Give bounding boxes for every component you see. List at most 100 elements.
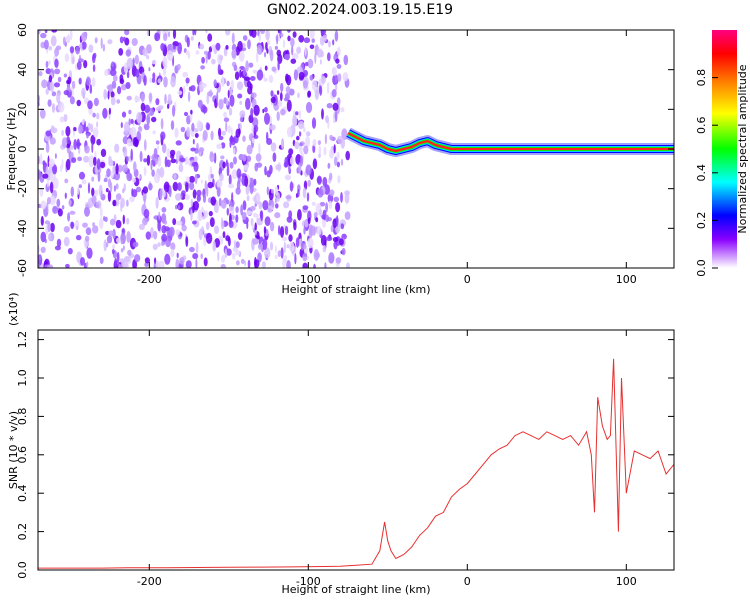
noise-speckle: [216, 143, 223, 150]
noise-speckle: [225, 159, 228, 167]
noise-speckle: [92, 225, 99, 234]
noise-speckle: [61, 137, 68, 148]
noise-speckle: [118, 263, 121, 268]
noise-speckle: [59, 116, 65, 123]
noise-speckle: [302, 187, 307, 199]
noise-speckle: [161, 240, 164, 247]
noise-speckle: [110, 91, 115, 98]
noise-speckle: [75, 46, 80, 55]
noise-speckle: [176, 220, 183, 226]
noise-speckle: [45, 130, 51, 137]
noise-speckle: [325, 115, 329, 124]
noise-speckle: [300, 155, 303, 167]
noise-speckle: [226, 165, 230, 177]
noise-speckle: [99, 161, 106, 169]
colorbar-tick-label: 0.0: [695, 259, 708, 277]
noise-speckle: [182, 71, 189, 78]
noise-speckle: [126, 172, 133, 182]
noise-speckle: [251, 30, 257, 38]
noise-speckle: [186, 37, 190, 48]
noise-speckle: [152, 130, 156, 135]
x-tick-label: -200: [137, 273, 162, 286]
noise-speckle: [80, 257, 85, 266]
noise-speckle: [123, 121, 130, 134]
noise-speckle: [64, 192, 67, 199]
noise-speckle: [62, 36, 66, 46]
noise-speckle: [242, 135, 246, 142]
noise-speckle: [205, 51, 208, 64]
noise-speckle: [126, 95, 132, 101]
noise-speckle: [242, 200, 247, 211]
noise-speckle: [135, 68, 140, 78]
noise-speckle: [164, 93, 167, 105]
noise-speckle: [266, 138, 273, 145]
noise-speckle: [344, 211, 351, 221]
noise-speckle: [332, 118, 336, 124]
noise-speckle: [196, 189, 202, 197]
noise-speckle: [267, 205, 273, 213]
noise-speckle: [86, 247, 93, 259]
noise-speckle: [146, 54, 150, 60]
noise-speckle: [200, 65, 206, 70]
noise-speckle: [295, 237, 300, 248]
noise-speckle: [148, 183, 153, 191]
noise-speckle: [123, 36, 126, 42]
noise-speckle: [177, 182, 182, 192]
noise-speckle: [265, 30, 270, 41]
noise-speckle: [303, 80, 308, 89]
noise-speckle: [153, 230, 158, 240]
noise-speckle: [246, 195, 250, 202]
noise-speckle: [242, 35, 248, 41]
noise-speckle: [65, 126, 71, 137]
noise-speckle: [158, 260, 165, 268]
noise-speckle: [239, 69, 242, 78]
noise-speckle: [69, 46, 75, 54]
noise-speckle: [239, 116, 244, 123]
noise-speckle: [236, 180, 241, 190]
snr-y-label: SNR (10 * v/v): [7, 411, 20, 489]
noise-speckle: [143, 166, 147, 176]
noise-speckle: [77, 156, 82, 162]
noise-speckle: [116, 99, 120, 104]
noise-speckle: [285, 86, 291, 94]
x-tick-label: 100: [616, 273, 637, 286]
noise-speckle: [261, 261, 266, 268]
noise-speckle: [160, 118, 164, 130]
noise-speckle: [43, 39, 49, 50]
noise-speckle: [85, 235, 90, 242]
colorbar-tick-label: 0.6: [695, 116, 708, 134]
noise-speckle: [170, 158, 177, 164]
colorbar-label: Normalized spectral amplitude: [736, 64, 749, 233]
noise-speckle: [219, 54, 224, 61]
noise-speckle: [159, 189, 163, 200]
noise-speckle: [160, 43, 165, 51]
noise-speckle: [258, 201, 263, 210]
noise-speckle: [57, 208, 63, 217]
noise-speckle: [148, 67, 151, 72]
noise-speckle: [48, 233, 52, 241]
noise-speckle: [329, 189, 335, 197]
noise-speckle: [126, 57, 134, 70]
noise-speckle: [233, 239, 237, 249]
noise-speckle: [122, 245, 125, 251]
noise-speckle: [304, 219, 309, 228]
noise-speckle: [318, 145, 322, 156]
noise-speckle: [151, 77, 156, 83]
noise-speckle: [192, 220, 197, 225]
noise-speckle: [163, 66, 167, 77]
noise-speckle: [340, 107, 345, 113]
noise-speckle: [220, 263, 226, 268]
noise-speckle: [66, 158, 71, 171]
noise-speckle: [220, 155, 225, 160]
noise-speckle: [292, 31, 297, 38]
noise-speckle: [264, 51, 266, 58]
noise-speckle: [331, 89, 337, 98]
noise-speckle: [106, 84, 113, 90]
noise-speckle: [311, 38, 315, 43]
noise-speckle: [197, 99, 203, 109]
noise-speckle: [110, 218, 116, 226]
noise-speckle: [225, 30, 231, 36]
noise-speckle: [168, 185, 172, 198]
noise-speckle: [325, 236, 333, 242]
noise-speckle: [275, 164, 282, 171]
